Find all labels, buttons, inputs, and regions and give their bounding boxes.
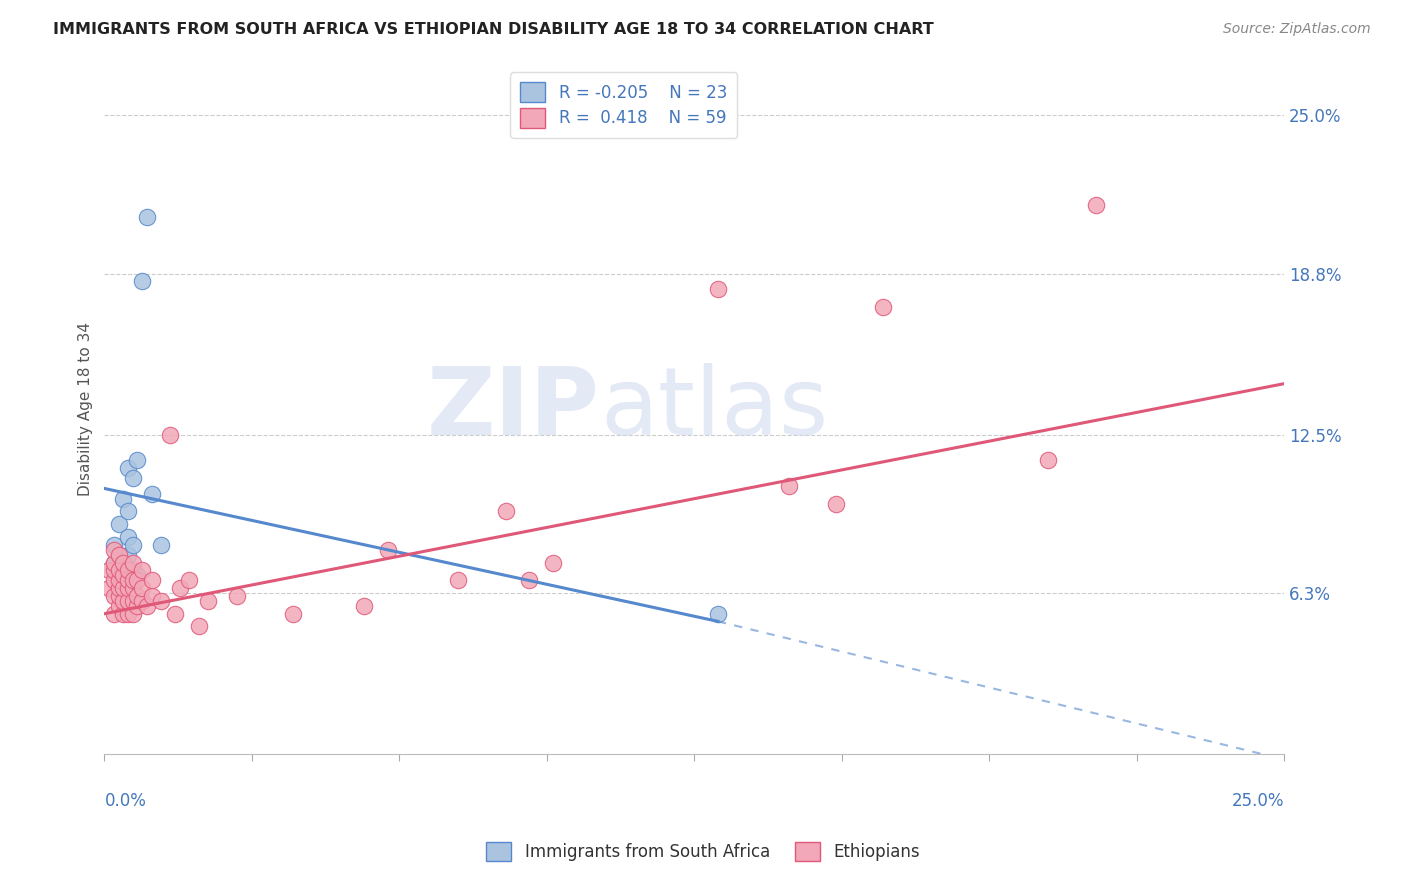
Point (197, 594, 219, 608)
Point (112, 607, 135, 621)
Point (141, 589, 163, 603)
Point (707, 607, 730, 621)
Point (447, 574, 470, 588)
Point (112, 574, 135, 588)
Point (112, 581, 135, 595)
Point (150, 538, 173, 552)
Point (117, 607, 139, 621)
Point (117, 568, 139, 582)
Point (377, 542, 399, 557)
Point (127, 599, 149, 613)
Point (135, 211, 157, 225)
Point (107, 563, 129, 577)
Point (107, 581, 129, 595)
Point (103, 563, 125, 577)
Point (159, 427, 181, 442)
Point (121, 581, 143, 595)
Point (127, 453, 149, 467)
Point (112, 568, 135, 582)
Point (225, 589, 247, 603)
Point (283, 607, 305, 621)
Point (98, 581, 121, 595)
Text: 0.0%: 0.0% (104, 792, 146, 810)
Point (141, 574, 163, 588)
Point (778, 479, 800, 493)
Point (107, 563, 129, 577)
Point (103, 607, 125, 621)
Legend: Immigrants from South Africa, Ethiopians: Immigrants from South Africa, Ethiopians (479, 835, 927, 868)
Text: Source: ZipAtlas.com: Source: ZipAtlas.com (1223, 22, 1371, 37)
Point (107, 574, 129, 588)
Point (872, 300, 894, 314)
Point (107, 517, 129, 532)
Point (121, 538, 143, 552)
Point (112, 556, 135, 570)
Point (1084, 197, 1107, 211)
Point (107, 599, 129, 613)
Point (103, 589, 125, 603)
Point (165, 607, 187, 621)
Text: IMMIGRANTS FROM SOUTH AFRICA VS ETHIOPIAN DISABILITY AGE 18 TO 34 CORRELATION CH: IMMIGRANTS FROM SOUTH AFRICA VS ETHIOPIA… (53, 22, 934, 37)
Point (107, 548, 129, 562)
Point (121, 574, 143, 588)
Point (121, 594, 143, 608)
Point (112, 556, 135, 570)
Point (517, 574, 540, 588)
Point (103, 574, 125, 588)
Point (121, 471, 143, 485)
Point (121, 563, 143, 577)
Point (103, 556, 125, 570)
Point (117, 548, 139, 562)
Point (141, 486, 163, 500)
Point (112, 491, 135, 506)
Point (131, 581, 153, 595)
Point (117, 530, 139, 544)
Point (103, 542, 125, 557)
Point (127, 574, 149, 588)
Point (107, 589, 129, 603)
Point (117, 461, 139, 475)
Point (112, 594, 135, 608)
Point (117, 563, 139, 577)
Point (541, 556, 564, 570)
Point (103, 538, 125, 552)
Point (179, 574, 201, 588)
Point (1038, 453, 1060, 467)
Point (150, 594, 173, 608)
Point (121, 556, 143, 570)
Point (131, 274, 153, 288)
Legend: R = -0.205    N = 23, R =  0.418    N = 59: R = -0.205 N = 23, R = 0.418 N = 59 (510, 72, 737, 137)
Point (131, 563, 153, 577)
Point (107, 548, 129, 562)
Point (117, 581, 139, 595)
Point (187, 619, 209, 633)
Point (117, 574, 139, 588)
Point (131, 594, 153, 608)
Point (825, 497, 848, 511)
Point (98, 563, 121, 577)
Y-axis label: Disability Age 18 to 34: Disability Age 18 to 34 (79, 322, 93, 496)
Text: 25.0%: 25.0% (1232, 792, 1284, 810)
Point (127, 568, 149, 582)
Point (135, 599, 157, 613)
Point (103, 556, 125, 570)
Point (121, 607, 143, 621)
Point (117, 594, 139, 608)
Text: atlas: atlas (600, 363, 828, 455)
Point (127, 589, 149, 603)
Point (353, 599, 375, 613)
Text: ZIP: ZIP (427, 363, 600, 455)
Point (707, 282, 730, 296)
Point (117, 504, 139, 518)
Point (169, 581, 191, 595)
Point (495, 504, 517, 518)
